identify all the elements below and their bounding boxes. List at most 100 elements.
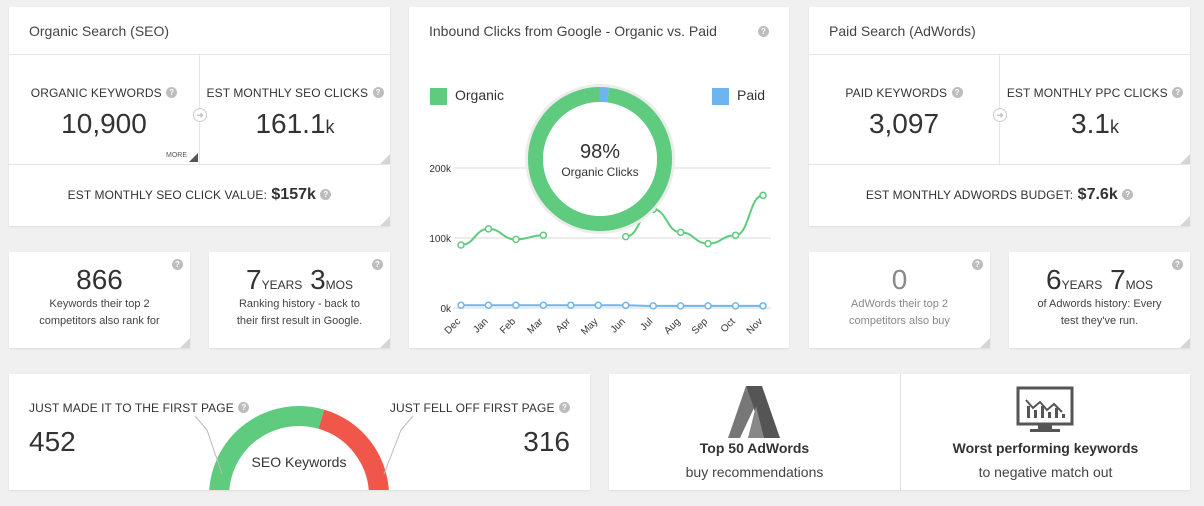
help-icon[interactable]: ? [238, 402, 250, 414]
just-fell-off-first-page[interactable]: JUST FELL OFF FIRST PAGE ? [390, 399, 570, 417]
ranking-history-desc-2: their first result in Google. [236, 315, 363, 327]
data-point-paid [649, 302, 657, 310]
seo-clicks-value: 161.1 [255, 108, 326, 139]
donut-organic-slice [528, 87, 672, 231]
seo-click-value-row: EST MONTHLY SEO CLICK VALUE: $157k ? [9, 186, 390, 204]
legend-organic[interactable]: Organic [430, 87, 504, 105]
x-tick-label: Jul [638, 316, 655, 333]
help-icon[interactable]: ? [758, 26, 769, 37]
just-made-label: JUST MADE IT TO THE FIRST PAGE [29, 401, 234, 415]
x-tick-label: Oct [719, 316, 738, 335]
data-point-organic [457, 241, 465, 249]
seo-clicks-stat[interactable]: EST MONTHLY SEO CLICKS ? 161.1k [200, 84, 390, 140]
help-icon[interactable]: ? [972, 259, 983, 270]
series-line-organic [460, 227, 544, 246]
ppc-clicks-unit: k [1109, 117, 1119, 137]
series-line-paid [460, 304, 764, 307]
help-icon[interactable]: ? [951, 87, 963, 99]
corner-fold-icon [980, 338, 990, 348]
organic-keywords-stat[interactable]: ORGANIC KEYWORDS ? 10,900 [9, 84, 199, 140]
ranking-history-months-unit: MOS [325, 278, 353, 292]
divider [9, 164, 390, 165]
competitor-keywords-desc-1: Keywords their top 2 [49, 298, 150, 310]
legend-organic-swatch [430, 87, 447, 105]
x-tick-label: May [579, 316, 600, 337]
donut-percent: 98% [580, 141, 620, 163]
divider [809, 164, 1190, 165]
x-tick-label: Feb [498, 316, 518, 336]
data-point-organic [676, 228, 685, 237]
help-icon[interactable]: ? [1172, 87, 1184, 99]
just-made-first-page[interactable]: JUST MADE IT TO THE FIRST PAGE ? [29, 399, 250, 417]
paid-keywords-label: PAID KEYWORDS [845, 86, 948, 100]
ppc-clicks-value: 3.1 [1071, 108, 1110, 139]
y-tick-label: 0k [440, 304, 452, 315]
just-fell-label: JUST FELL OFF FIRST PAGE [389, 401, 555, 415]
legend-organic-label: Organic [455, 87, 505, 103]
paid-search-card: Paid Search (AdWords) PAID KEYWORDS ? 3,… [809, 7, 1190, 226]
y-tick-label: 200k [429, 164, 452, 175]
data-point-paid [594, 301, 603, 309]
ranking-history-desc-1: Ranking history - back to [238, 298, 361, 310]
ppc-clicks-stat[interactable]: EST MONTHLY PPC CLICKS ? 3.1k [1000, 84, 1190, 140]
help-icon[interactable]: ? [1172, 259, 1183, 270]
data-point-paid [539, 301, 548, 309]
more-corner-icon[interactable] [189, 153, 198, 162]
arrow-right-icon: ➜ [993, 108, 1007, 122]
more-link[interactable]: MORE [166, 152, 187, 159]
top-adwords-title: Top 50 AdWords [699, 440, 810, 456]
worst-keywords-subtitle: to negative match out [978, 464, 1113, 480]
competitor-keywords-value: 866 [76, 264, 123, 295]
y-tick-label: 100k [429, 234, 452, 245]
donut-hole [543, 102, 657, 216]
competitor-keywords-card[interactable]: ? 866 Keywords their top 2 competitors a… [9, 252, 190, 348]
adwords-logo-icon [728, 386, 780, 438]
corner-fold-icon [1180, 154, 1190, 164]
just-made-value: 452 [29, 426, 76, 457]
ranking-history-card[interactable]: ? 7YEARS 3MOS Ranking history - back to … [209, 252, 390, 348]
help-icon[interactable]: ? [559, 402, 570, 414]
legend-paid-label: Paid [737, 87, 766, 103]
arrow-right-icon: ➜ [193, 108, 207, 122]
ranking-history-years: 7 [246, 264, 262, 295]
legend-paid[interactable]: Paid [712, 87, 765, 105]
seo-clicks-label: EST MONTHLY SEO CLICKS [206, 86, 369, 100]
x-tick-label: Jun [609, 316, 628, 335]
data-point-paid [567, 301, 575, 309]
data-point-paid [731, 302, 740, 310]
data-point-organic [731, 231, 740, 239]
legend-paid-swatch [712, 87, 729, 105]
adwords-history-desc-2: test they've run. [1060, 315, 1139, 327]
top-adwords-subtitle: buy recommendations [685, 464, 824, 480]
donut-paid-slice [599, 87, 610, 103]
help-icon[interactable]: ? [172, 259, 183, 270]
help-icon[interactable]: ? [372, 259, 383, 270]
data-point-paid [704, 302, 712, 310]
adwords-history-card[interactable]: ? 6YEARS 7MOS of Adwords history: Every … [1009, 252, 1190, 348]
help-icon[interactable]: ? [166, 87, 178, 99]
worst-keywords-title: Worst performing keywords [952, 440, 1139, 456]
adwords-budget-value: $7.6k [1077, 186, 1118, 203]
help-icon[interactable]: ? [320, 189, 332, 201]
worst-keywords-tile[interactable]: Worst performing keywords to negative ma… [901, 374, 1190, 490]
chart-monitor-icon [1016, 386, 1074, 432]
paid-keywords-stat[interactable]: PAID KEYWORDS ? 3,097 [809, 84, 999, 140]
data-point-paid [457, 301, 465, 309]
adwords-history-years: 6 [1046, 264, 1062, 295]
seo-click-value-label: EST MONTHLY SEO CLICK VALUE: [67, 188, 267, 202]
competitor-adwords-card[interactable]: ? 0 AdWords their top 2 competitors also… [809, 252, 990, 348]
help-icon[interactable]: ? [372, 87, 384, 99]
seo-clicks-unit: k [325, 117, 335, 137]
organic-keywords-value: 10,900 [61, 108, 147, 139]
gauge-made-leader [194, 415, 223, 475]
adwords-history-months: 7 [1110, 264, 1126, 295]
paid-keywords-value: 3,097 [868, 108, 940, 139]
corner-fold-icon [180, 338, 190, 348]
top-adwords-tile[interactable]: Top 50 AdWords buy recommendations [609, 374, 900, 490]
just-fell-value: 316 [523, 426, 570, 457]
x-tick-label: Apr [554, 316, 573, 335]
divider [900, 374, 901, 490]
x-tick-label: Sep [690, 316, 711, 337]
gauge-fell-leader [383, 415, 414, 475]
help-icon[interactable]: ? [1122, 189, 1134, 201]
